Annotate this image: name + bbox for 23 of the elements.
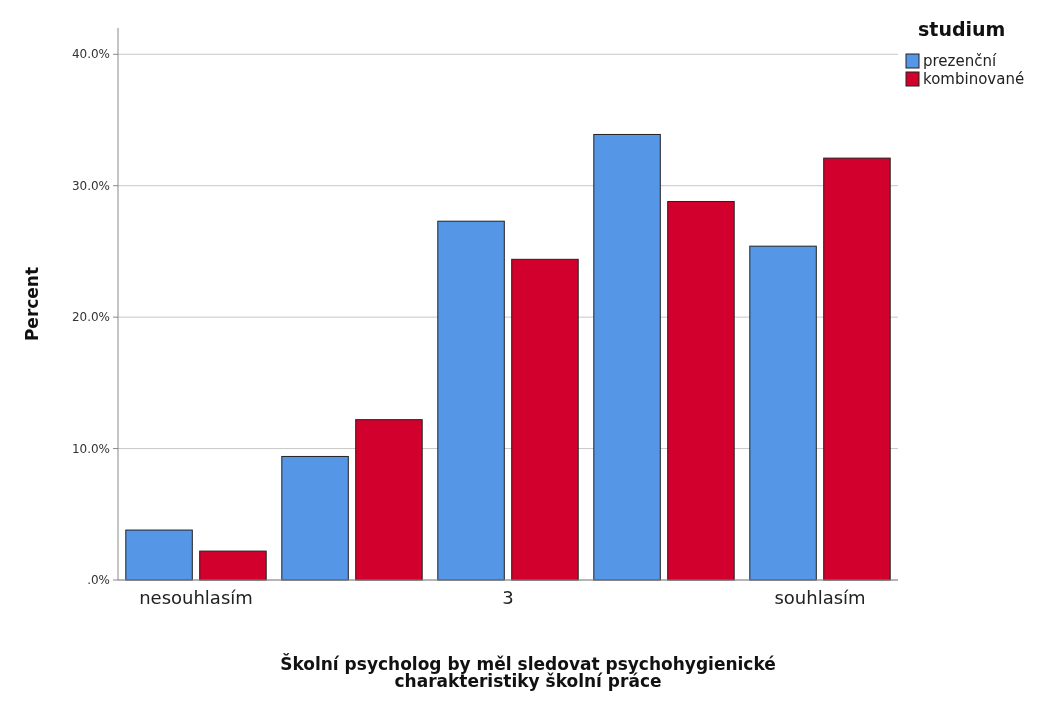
- x-tick-label: 3: [502, 587, 514, 608]
- y-tick-label: 20.0%: [71, 310, 110, 325]
- x-axis-title: Školní psycholog by měl sledovat psychohygienické charakteristiky školní práce: [280, 653, 776, 691]
- bar: [125, 529, 193, 581]
- y-tick-label: 40.0%: [71, 47, 110, 62]
- bar: [355, 419, 423, 581]
- bar: [593, 133, 661, 581]
- x-tick-label: nesouhlasím: [139, 587, 253, 608]
- bar: [199, 550, 267, 581]
- legend-label: prezenční: [923, 52, 997, 70]
- legend-label: kombinované: [923, 70, 1025, 88]
- y-tick-label: 10.0%: [71, 441, 110, 456]
- legend-title: studium: [918, 18, 1006, 40]
- bar: [281, 455, 349, 581]
- bar: [823, 157, 891, 581]
- bar: [667, 200, 735, 581]
- bar: [749, 245, 817, 581]
- y-tick-label: .0%: [87, 573, 110, 588]
- bar: [437, 220, 505, 581]
- y-tick-label: 30.0%: [71, 178, 110, 193]
- bar: [511, 258, 579, 581]
- x-tick-label: souhlasím: [774, 587, 866, 608]
- y-axis-title: Percent: [22, 266, 42, 342]
